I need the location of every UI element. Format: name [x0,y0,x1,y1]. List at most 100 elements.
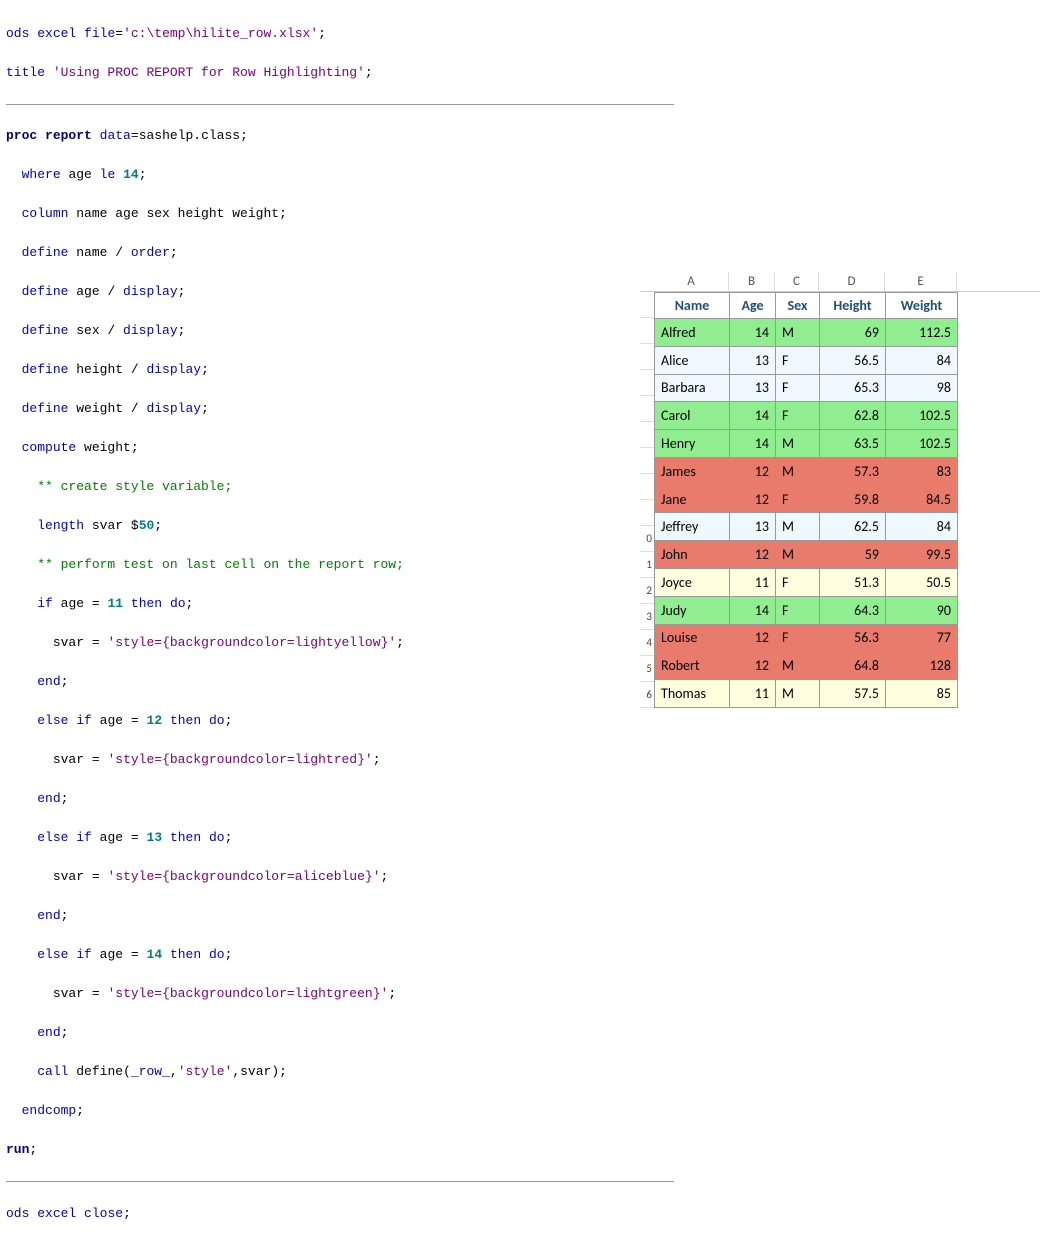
table-cell: 84 [886,513,958,541]
table-header: Sex [776,293,820,319]
table-row: Henry14M63.5102.5 [655,430,958,458]
code-token: if [76,713,92,728]
code-token: , [170,1064,178,1079]
code-token: display [123,323,178,338]
code-token: 13 [147,830,163,845]
table-cell: 62.8 [820,402,886,430]
table-row: Joyce11F51.350.5 [655,569,958,597]
code-token: define [22,245,69,260]
code-token: svar [53,986,84,1001]
code-token: title [6,65,45,80]
table-row: Louise12F56.377 [655,624,958,652]
code-token: if [76,830,92,845]
table-cell: 63.5 [820,430,886,458]
code-token: age [61,596,84,611]
code-token: ods [6,26,29,41]
table-cell: Carol [655,402,730,430]
code-token: excel [37,1206,76,1221]
code-token: weight [76,401,123,416]
table-cell: 65.3 [820,374,886,402]
row-number [640,344,654,370]
table-cell: 12 [730,541,776,569]
table-cell: F [776,374,820,402]
code-token: then [170,713,201,728]
table-cell: 102.5 [886,430,958,458]
code-token: svar [53,635,84,650]
code-token: excel [37,26,76,41]
code-token: do [170,596,186,611]
table-row: Alice13F56.584 [655,346,958,374]
code-token: order [131,245,170,260]
table-cell: 11 [730,680,776,708]
table-cell: 14 [730,402,776,430]
row-number: 3 [640,604,654,630]
code-token: sex [76,323,99,338]
code-token: 'c:\temp\hilite_row.xlsx' [123,26,318,41]
column-letter: B [729,272,775,291]
table-cell: Alice [655,346,730,374]
code-token: then [170,830,201,845]
code-editor: ods excel file = 'c:\temp\hilite_row.xlsx'… [0,0,680,1247]
row-number [640,422,654,448]
code-token: name [76,245,107,260]
code-token: end [37,791,60,806]
table-row: Jeffrey13M62.584 [655,513,958,541]
table-cell: 12 [730,652,776,680]
code-token: 14 [147,947,163,962]
code-token: call [37,1064,68,1079]
code-token: 'style' [178,1064,233,1079]
code-token: close [84,1206,123,1221]
table-cell: John [655,541,730,569]
code-token: do [209,947,225,962]
code-token: run [6,1142,29,1157]
code-token: display [146,362,201,377]
table-cell: 13 [730,346,776,374]
table-row: John12M5999.5 [655,541,958,569]
table-cell: M [776,430,820,458]
code-token: = [92,635,100,650]
code-token: define [22,362,69,377]
code-comment: ** create style variable; [37,479,232,494]
code-token: end [37,908,60,923]
code-token: = [131,713,139,728]
table-cell: 90 [886,596,958,624]
table-cell: 59 [820,541,886,569]
code-token: = [92,986,100,1001]
code-token: 50 [139,518,155,533]
row-numbers: 0123456 [640,292,654,708]
table-cell: 13 [730,513,776,541]
column-letters-row: ABCDE [640,272,1040,292]
code-token: age [76,284,99,299]
table-cell: James [655,457,730,485]
table-cell: 50.5 [886,569,958,597]
row-number [640,396,654,422]
code-token: le [100,167,116,182]
table-header: Name [655,293,730,319]
row-number [640,292,654,318]
code-token: 'style={backgroundcolor=lightyellow}' [107,635,396,650]
table-cell: 56.3 [820,624,886,652]
code-token: do [209,830,225,845]
table-cell: 85 [886,680,958,708]
code-token: = [92,869,100,884]
table-cell: 12 [730,457,776,485]
column-letter: E [885,272,957,291]
code-token: height [76,362,123,377]
table-cell: 83 [886,457,958,485]
table-cell: M [776,513,820,541]
code-token: then [131,596,162,611]
code-token: if [37,596,53,611]
table-cell: 102.5 [886,402,958,430]
code-token: define [22,401,69,416]
code-token: endcomp [22,1103,77,1118]
code-token: file [84,26,115,41]
code-token: display [123,284,178,299]
table-cell: 64.3 [820,596,886,624]
table-cell: F [776,485,820,513]
code-token: define [22,323,69,338]
code-token: svar [240,1064,271,1079]
code-token: = [131,830,139,845]
code-token: ) [271,1064,279,1079]
table-cell: 57.5 [820,680,886,708]
code-token: 'style={backgroundcolor=aliceblue}' [107,869,380,884]
